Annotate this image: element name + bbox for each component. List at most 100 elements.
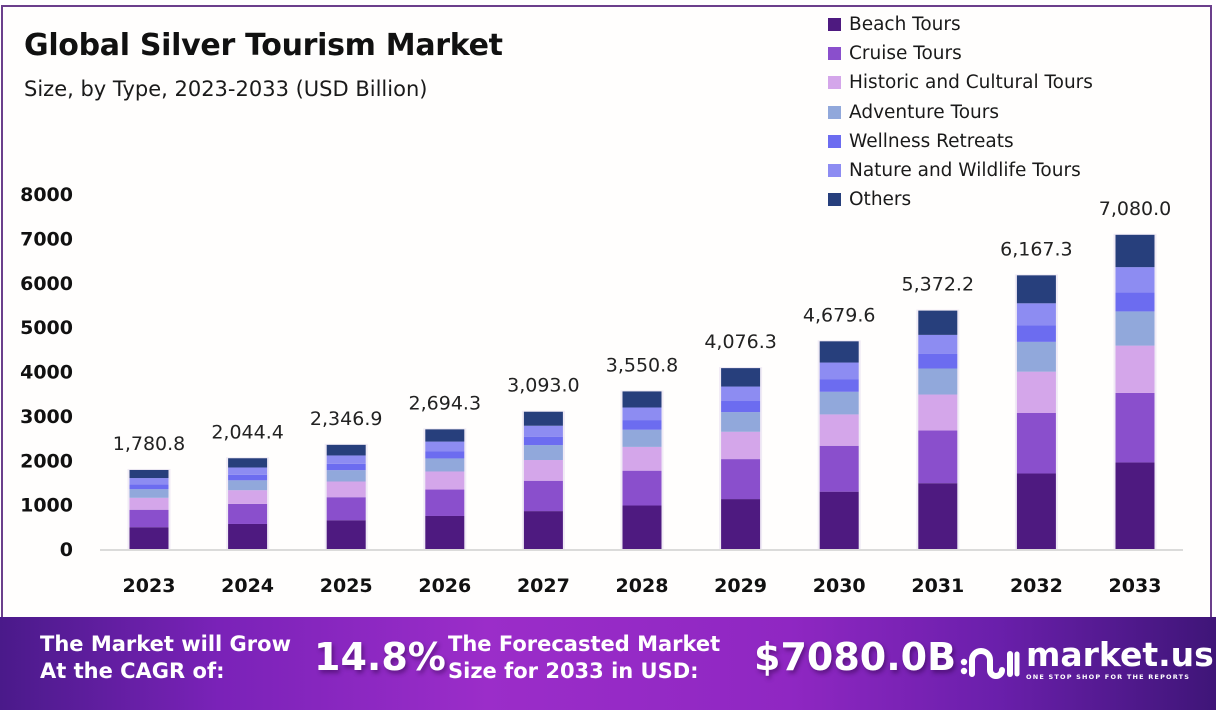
bar-segment-adventure-tours	[918, 368, 958, 395]
market-us-logo-icon	[960, 648, 1020, 679]
legend-item-nature-and-wildlife-tours: Nature and Wildlife Tours	[828, 156, 1093, 185]
bar-segment-beach-tours	[721, 499, 761, 549]
bar-stack-2024	[226, 457, 270, 549]
bar-stack-2032	[1014, 274, 1058, 549]
bar-segment-others	[129, 469, 169, 479]
data-label: 7,080.0	[1099, 198, 1172, 220]
legend-swatch	[828, 164, 841, 178]
legend-label: Wellness Retreats	[849, 130, 1014, 152]
bar-segment-adventure-tours	[622, 429, 662, 447]
data-label: 3,093.0	[507, 375, 580, 397]
bar-segment-historic-and-cultural-tours	[1016, 371, 1056, 413]
forecast-caption-line2: Size for 2033 in USD:	[448, 659, 699, 683]
data-label: 6,167.3	[1000, 238, 1073, 260]
bar-stack-2028	[620, 390, 664, 549]
legend-swatch	[828, 47, 841, 61]
x-tick-label: 2031	[911, 575, 964, 597]
bar-segment-adventure-tours	[721, 412, 761, 432]
bar-segment-historic-and-cultural-tours	[622, 446, 662, 471]
data-label: 4,679.6	[803, 304, 876, 326]
bar-segment-beach-tours	[1016, 473, 1056, 549]
bar-segment-adventure-tours	[1016, 341, 1056, 372]
bar-segment-adventure-tours	[326, 470, 366, 482]
cagr-value: 14.8%	[314, 635, 446, 679]
bar-segment-nature-and-wildlife-tours	[1115, 267, 1155, 293]
data-label: 2,044.4	[211, 421, 284, 443]
y-tick-label: 4000	[20, 362, 73, 384]
chart-subtitle: Size, by Type, 2023-2033 (USD Billion)	[24, 77, 428, 101]
bar-stack-2027	[521, 410, 565, 549]
bar-stack-2025	[324, 443, 368, 549]
x-tick-label: 2026	[418, 575, 471, 597]
bar-segment-cruise-tours	[1115, 392, 1155, 463]
data-label: 2,694.3	[409, 392, 482, 414]
bar-stack-2030	[817, 340, 861, 549]
x-tick-label: 2029	[714, 575, 767, 597]
bar-segment-beach-tours	[523, 511, 563, 549]
bar-segment-cruise-tours	[523, 480, 563, 512]
bar-segment-wellness-retreats	[523, 436, 563, 446]
x-tick-label: 2030	[813, 575, 866, 597]
bar-segment-nature-and-wildlife-tours	[425, 441, 465, 452]
bar-segment-others	[1115, 234, 1155, 268]
bar-segment-nature-and-wildlife-tours	[1016, 303, 1056, 326]
bar-segment-historic-and-cultural-tours	[228, 490, 268, 504]
bar-segment-nature-and-wildlife-tours	[622, 407, 662, 421]
bar-segment-others	[1016, 275, 1056, 304]
forecast-value: $7080.0B	[754, 635, 957, 679]
legend-label: Cruise Tours	[849, 43, 962, 65]
bar-segment-others	[819, 341, 859, 363]
bar-stack-2029	[719, 367, 763, 549]
bar-segment-beach-tours	[1115, 462, 1155, 549]
brand-name: market.us	[1026, 635, 1214, 674]
brand-text-block: market.us ONE STOP SHOP FOR THE REPORTS	[1026, 635, 1214, 681]
legend-item-adventure-tours: Adventure Tours	[828, 98, 1093, 127]
bar-segment-historic-and-cultural-tours	[129, 497, 169, 510]
legend-item-cruise-tours: Cruise Tours	[828, 39, 1093, 68]
bar-segment-others	[918, 310, 958, 335]
bar-segment-cruise-tours	[1016, 412, 1056, 474]
bar-segment-historic-and-cultural-tours	[523, 460, 563, 481]
bar-segment-cruise-tours	[918, 430, 958, 484]
bar-segment-nature-and-wildlife-tours	[129, 478, 169, 485]
x-tick-label: 2023	[123, 575, 176, 597]
bar-segment-others	[622, 391, 662, 408]
bar-segment-beach-tours	[326, 520, 366, 549]
brand-logo: market.us ONE STOP SHOP FOR THE REPORTS	[958, 635, 1214, 681]
bar-segment-others	[425, 429, 465, 442]
x-tick-label: 2025	[320, 575, 373, 597]
bar-segment-historic-and-cultural-tours	[721, 431, 761, 460]
data-label: 4,076.3	[704, 331, 777, 353]
x-tick-label: 2028	[616, 575, 669, 597]
bar-segment-adventure-tours	[129, 489, 169, 498]
bar-segment-cruise-tours	[622, 470, 662, 506]
bar-segment-adventure-tours	[425, 458, 465, 472]
bar-segment-historic-and-cultural-tours	[326, 481, 366, 498]
bar-segment-nature-and-wildlife-tours	[918, 334, 958, 354]
legend-swatch	[828, 76, 841, 90]
legend-swatch	[828, 18, 841, 32]
bar-segment-cruise-tours	[425, 489, 465, 516]
y-tick-label: 7000	[20, 228, 73, 250]
y-tick-label: 5000	[20, 317, 73, 339]
bar-segment-adventure-tours	[1115, 311, 1155, 346]
legend-label: Beach Tours	[849, 14, 961, 36]
bar-segment-others	[326, 444, 366, 456]
y-tick-label: 2000	[20, 450, 73, 472]
bar-segment-beach-tours	[918, 483, 958, 549]
bar-stack-2033	[1113, 233, 1157, 549]
bar-segment-nature-and-wildlife-tours	[819, 362, 859, 380]
data-label: 1,780.8	[113, 433, 186, 455]
x-tick-label: 2027	[517, 575, 570, 597]
forecast-caption-line1: The Forecasted Market	[448, 632, 721, 656]
legend: Beach Tours Cruise Tours Historic and Cult…	[828, 10, 1093, 214]
bar-segment-adventure-tours	[228, 480, 268, 491]
cagr-caption-line1: The Market will Grow	[40, 632, 291, 656]
chart-frame	[1, 5, 1212, 645]
legend-label: Historic and Cultural Tours	[849, 72, 1093, 94]
bar-segment-historic-and-cultural-tours	[1115, 345, 1155, 393]
legend-swatch	[828, 105, 841, 119]
y-tick-label: 8000	[20, 184, 73, 206]
brand-tagline: ONE STOP SHOP FOR THE REPORTS	[1026, 673, 1191, 681]
bar-segment-adventure-tours	[523, 445, 563, 461]
